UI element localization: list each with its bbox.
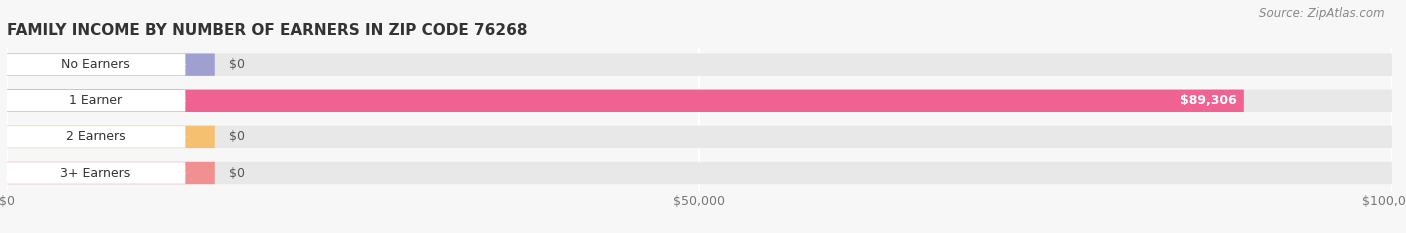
FancyBboxPatch shape bbox=[7, 53, 1392, 76]
Text: 3+ Earners: 3+ Earners bbox=[60, 167, 131, 179]
Text: $0: $0 bbox=[229, 130, 245, 143]
FancyBboxPatch shape bbox=[7, 53, 215, 76]
FancyBboxPatch shape bbox=[7, 126, 1392, 148]
Text: 2 Earners: 2 Earners bbox=[66, 130, 125, 143]
Text: FAMILY INCOME BY NUMBER OF EARNERS IN ZIP CODE 76268: FAMILY INCOME BY NUMBER OF EARNERS IN ZI… bbox=[7, 24, 527, 38]
FancyBboxPatch shape bbox=[7, 163, 184, 183]
Text: Source: ZipAtlas.com: Source: ZipAtlas.com bbox=[1260, 7, 1385, 20]
Text: $0: $0 bbox=[229, 58, 245, 71]
FancyBboxPatch shape bbox=[7, 162, 1392, 184]
Text: 1 Earner: 1 Earner bbox=[69, 94, 122, 107]
FancyBboxPatch shape bbox=[7, 91, 184, 110]
Text: $0: $0 bbox=[229, 167, 245, 179]
FancyBboxPatch shape bbox=[7, 55, 184, 74]
Text: $89,306: $89,306 bbox=[1180, 94, 1237, 107]
FancyBboxPatch shape bbox=[7, 126, 215, 148]
Text: No Earners: No Earners bbox=[60, 58, 129, 71]
FancyBboxPatch shape bbox=[7, 89, 1244, 112]
FancyBboxPatch shape bbox=[7, 89, 1392, 112]
FancyBboxPatch shape bbox=[7, 162, 215, 184]
FancyBboxPatch shape bbox=[7, 127, 184, 147]
